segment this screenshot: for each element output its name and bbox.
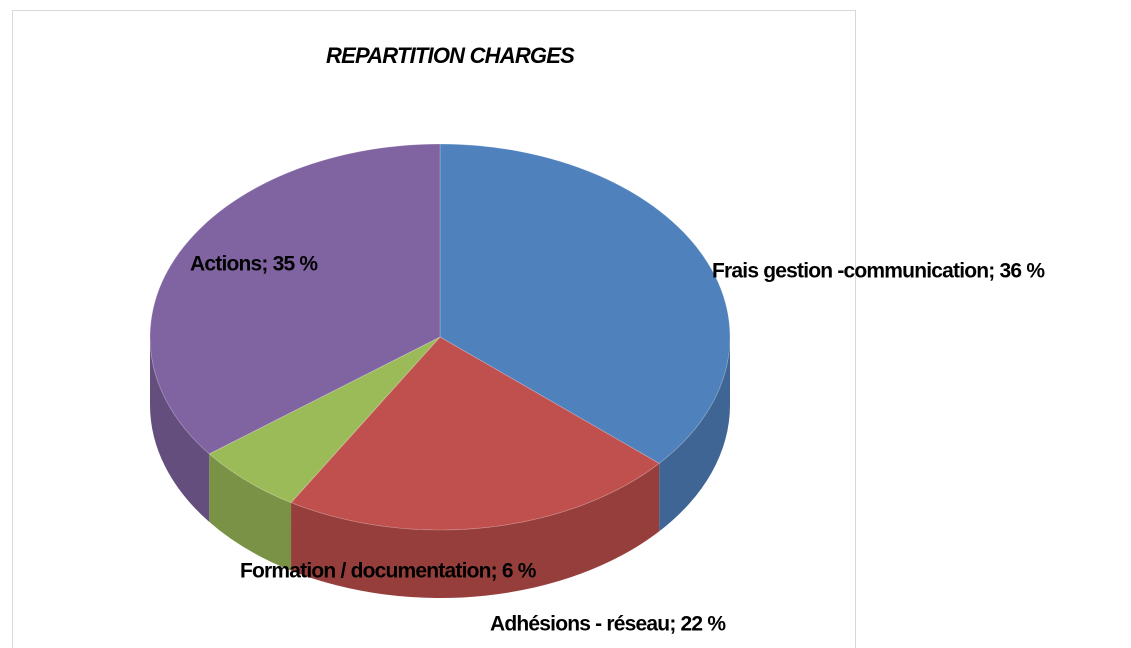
slice [439,143,731,464]
slice-side [150,337,210,522]
slice-side [291,463,660,598]
slice [149,143,441,455]
slice [290,336,660,531]
slice-side [209,453,292,571]
data-label: Adhésions - réseau; 22 % [490,613,726,636]
slice [208,336,441,504]
chart-title: REPARTITION CHARGES [326,43,575,68]
data-label: Actions; 35 % [190,253,318,276]
data-label: Frais gestion -communication; 36 % [712,260,1045,283]
data-label: Formation / documentation; 6 % [240,560,537,583]
slice-side [659,337,730,532]
